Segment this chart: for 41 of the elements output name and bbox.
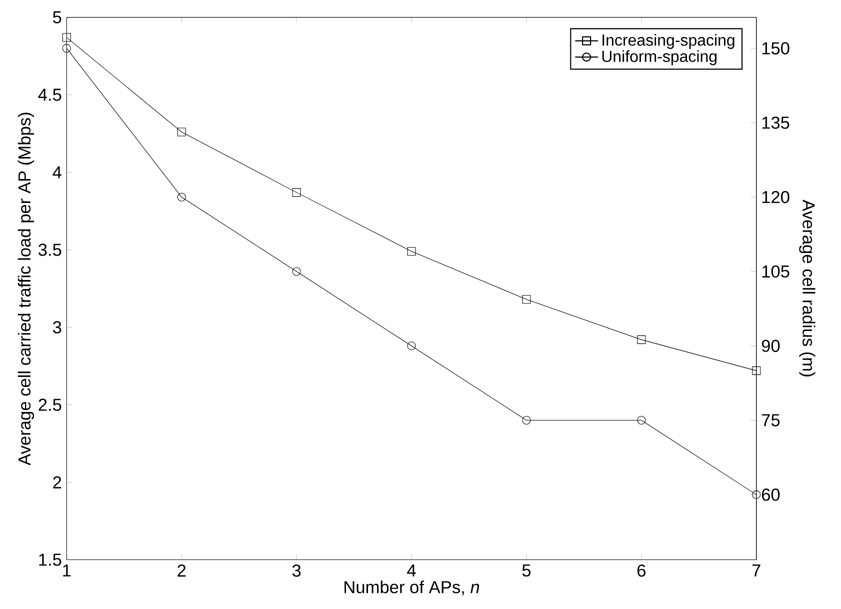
point: [752, 490, 761, 499]
point: [292, 188, 301, 197]
point: [177, 128, 186, 136]
y-tick-label: 4.5: [38, 88, 62, 101]
y2-tick-label: 105: [762, 265, 790, 278]
x-tick-label: 7: [752, 564, 760, 576]
y-tick-label: 4: [52, 166, 62, 178]
point: [522, 295, 531, 304]
y2-axis-title: Average cell radius (m): [799, 200, 816, 376]
point: [637, 335, 646, 344]
point: [292, 267, 301, 276]
point: [407, 247, 416, 256]
y2-tick-label: 135: [762, 116, 790, 129]
legend-label: Uniform-spacing: [602, 50, 717, 66]
point: [522, 416, 531, 425]
y2-tick-label: 120: [762, 190, 790, 204]
y-tick-label: 3.5: [38, 244, 62, 256]
x-tick-label: 3: [292, 564, 301, 577]
x-tick-label: 4: [407, 564, 416, 576]
y-axis-title: Average cell carried traffic load per AP (Mbps): [18, 112, 34, 466]
y2-tick-label: 60: [762, 488, 780, 501]
x-tick-label: 6: [637, 564, 646, 577]
y-tick-label: 3: [52, 321, 62, 334]
x-axis-title: Number of APs, n: [344, 580, 480, 596]
point: [637, 416, 646, 425]
legend-label: Increasing-spacing: [602, 34, 734, 49]
y2-tick-label: 75: [762, 414, 780, 426]
y2-tick-label: 90: [762, 340, 780, 352]
y-tick-label: 1.5: [39, 554, 62, 566]
y-tick-label: 2: [53, 476, 62, 488]
x-tick-label: 2: [178, 564, 186, 577]
y-tick-label: 2.5: [38, 398, 62, 411]
point: [62, 44, 71, 53]
y2-tick-label: 150: [762, 42, 790, 54]
point: [407, 342, 416, 350]
x-tick-label: 1: [63, 564, 71, 576]
point: [752, 366, 761, 375]
point: [177, 192, 186, 202]
x-tick-label: 5: [522, 564, 531, 577]
point: [62, 33, 71, 42]
y-tick-label: 5: [52, 11, 62, 24]
